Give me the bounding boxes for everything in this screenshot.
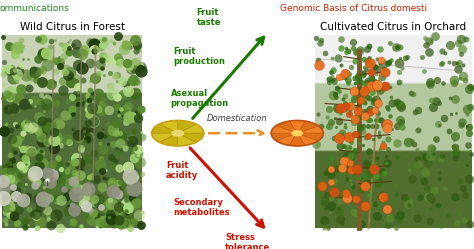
Wedge shape (152, 124, 178, 133)
Circle shape (172, 130, 183, 136)
Circle shape (292, 131, 302, 136)
Text: Fruit
acidity: Fruit acidity (166, 161, 198, 180)
Wedge shape (297, 133, 318, 145)
Text: Secondary
metabolites: Secondary metabolites (173, 198, 229, 217)
Wedge shape (152, 133, 178, 142)
Wedge shape (271, 126, 297, 133)
Text: Wild Citrus in Forest: Wild Citrus in Forest (20, 22, 125, 32)
Wedge shape (276, 121, 297, 133)
Wedge shape (159, 121, 178, 133)
Text: Fruit
taste: Fruit taste (197, 8, 221, 27)
Wedge shape (289, 133, 305, 146)
Wedge shape (178, 121, 196, 133)
Wedge shape (276, 133, 297, 145)
Text: Genomic Basis of Citrus domesti: Genomic Basis of Citrus domesti (280, 4, 427, 13)
Wedge shape (297, 133, 323, 141)
Wedge shape (271, 133, 297, 141)
Wedge shape (178, 133, 196, 146)
Text: Stress
tolerance: Stress tolerance (225, 233, 270, 249)
Wedge shape (297, 126, 323, 133)
Wedge shape (289, 121, 305, 133)
Wedge shape (178, 133, 204, 142)
Wedge shape (178, 124, 204, 133)
Wedge shape (297, 121, 318, 133)
Text: Fruit
production: Fruit production (173, 47, 225, 66)
Text: Asexual
propagation: Asexual propagation (171, 89, 229, 108)
Text: Domestication: Domestication (207, 114, 268, 123)
Text: ommunications: ommunications (0, 4, 70, 13)
Wedge shape (159, 133, 178, 146)
Text: Cultivated Citrus in Orchard: Cultivated Citrus in Orchard (320, 22, 466, 32)
